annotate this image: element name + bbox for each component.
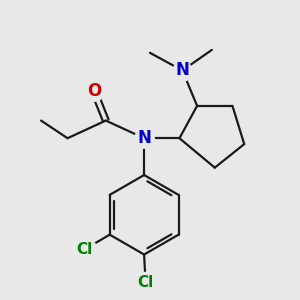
Text: Cl: Cl: [137, 275, 154, 290]
Text: Cl: Cl: [76, 242, 93, 257]
Text: O: O: [87, 82, 101, 100]
Text: N: N: [137, 129, 151, 147]
Text: N: N: [176, 61, 189, 80]
